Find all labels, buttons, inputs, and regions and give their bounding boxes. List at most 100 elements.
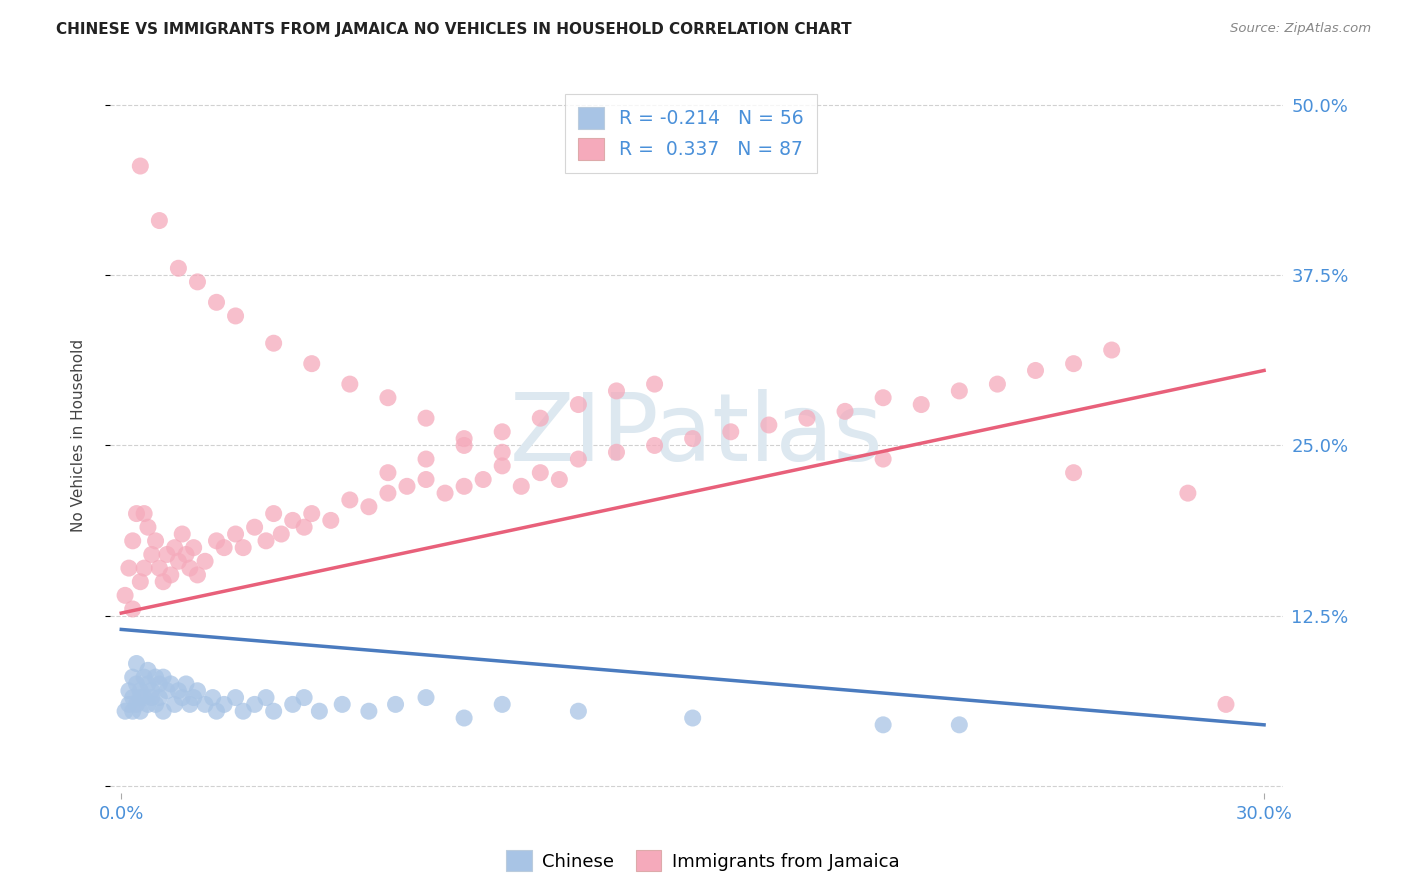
Point <box>491 458 513 473</box>
Point <box>377 486 399 500</box>
Point <box>301 357 323 371</box>
Point <box>491 698 513 712</box>
Point <box>114 588 136 602</box>
Point <box>172 690 194 705</box>
Point <box>156 683 179 698</box>
Point <box>118 561 141 575</box>
Point <box>281 513 304 527</box>
Point <box>1063 357 1085 371</box>
Point <box>125 507 148 521</box>
Legend: R = -0.214   N = 56, R =  0.337   N = 87: R = -0.214 N = 56, R = 0.337 N = 87 <box>565 94 817 173</box>
Point <box>186 568 208 582</box>
Point <box>796 411 818 425</box>
Point <box>159 677 181 691</box>
Point <box>125 698 148 712</box>
Point <box>145 698 167 712</box>
Y-axis label: No Vehicles in Household: No Vehicles in Household <box>72 339 86 532</box>
Point <box>159 568 181 582</box>
Point <box>872 718 894 732</box>
Point <box>834 404 856 418</box>
Point <box>254 533 277 548</box>
Point <box>472 473 495 487</box>
Text: CHINESE VS IMMIGRANTS FROM JAMAICA NO VEHICLES IN HOUSEHOLD CORRELATION CHART: CHINESE VS IMMIGRANTS FROM JAMAICA NO VE… <box>56 22 852 37</box>
Point <box>129 683 152 698</box>
Point <box>948 384 970 398</box>
Point <box>194 698 217 712</box>
Point <box>167 554 190 568</box>
Point <box>548 473 571 487</box>
Point <box>263 336 285 351</box>
Point <box>263 704 285 718</box>
Point <box>357 704 380 718</box>
Point <box>529 411 551 425</box>
Point <box>986 377 1008 392</box>
Point <box>148 213 170 227</box>
Point <box>148 677 170 691</box>
Point <box>292 690 315 705</box>
Point <box>134 507 156 521</box>
Point <box>114 704 136 718</box>
Point <box>281 698 304 712</box>
Point <box>225 527 247 541</box>
Point <box>377 391 399 405</box>
Point <box>319 513 342 527</box>
Point <box>167 261 190 276</box>
Point <box>136 520 159 534</box>
Point <box>194 554 217 568</box>
Point <box>179 698 201 712</box>
Point <box>453 432 475 446</box>
Point <box>415 690 437 705</box>
Text: Source: ZipAtlas.com: Source: ZipAtlas.com <box>1230 22 1371 36</box>
Point <box>156 548 179 562</box>
Point <box>232 704 254 718</box>
Point <box>205 533 228 548</box>
Point <box>243 520 266 534</box>
Point <box>136 663 159 677</box>
Point <box>339 492 361 507</box>
Point <box>121 670 143 684</box>
Point <box>872 391 894 405</box>
Point <box>172 527 194 541</box>
Point <box>510 479 533 493</box>
Point <box>225 309 247 323</box>
Point <box>357 500 380 514</box>
Point <box>179 561 201 575</box>
Point <box>152 704 174 718</box>
Point <box>254 690 277 705</box>
Point <box>163 698 186 712</box>
Point <box>212 541 235 555</box>
Point <box>183 541 205 555</box>
Point <box>225 690 247 705</box>
Point <box>141 683 163 698</box>
Point <box>163 541 186 555</box>
Point <box>121 704 143 718</box>
Point <box>134 670 156 684</box>
Point <box>174 548 197 562</box>
Point <box>141 548 163 562</box>
Point <box>453 711 475 725</box>
Point <box>339 377 361 392</box>
Point <box>134 561 156 575</box>
Point <box>567 452 589 467</box>
Point <box>243 698 266 712</box>
Point <box>1177 486 1199 500</box>
Point <box>415 411 437 425</box>
Point <box>384 698 406 712</box>
Point <box>136 698 159 712</box>
Point <box>491 445 513 459</box>
Point <box>270 527 292 541</box>
Point <box>758 417 780 432</box>
Point <box>1063 466 1085 480</box>
Text: ZIPatlas: ZIPatlas <box>509 389 883 481</box>
Point <box>330 698 353 712</box>
Point <box>141 690 163 705</box>
Point <box>129 704 152 718</box>
Point <box>605 445 627 459</box>
Point <box>129 159 152 173</box>
Legend: Chinese, Immigrants from Jamaica: Chinese, Immigrants from Jamaica <box>499 843 907 879</box>
Point <box>148 561 170 575</box>
Point <box>434 486 457 500</box>
Point <box>567 398 589 412</box>
Point <box>212 698 235 712</box>
Point <box>201 690 224 705</box>
